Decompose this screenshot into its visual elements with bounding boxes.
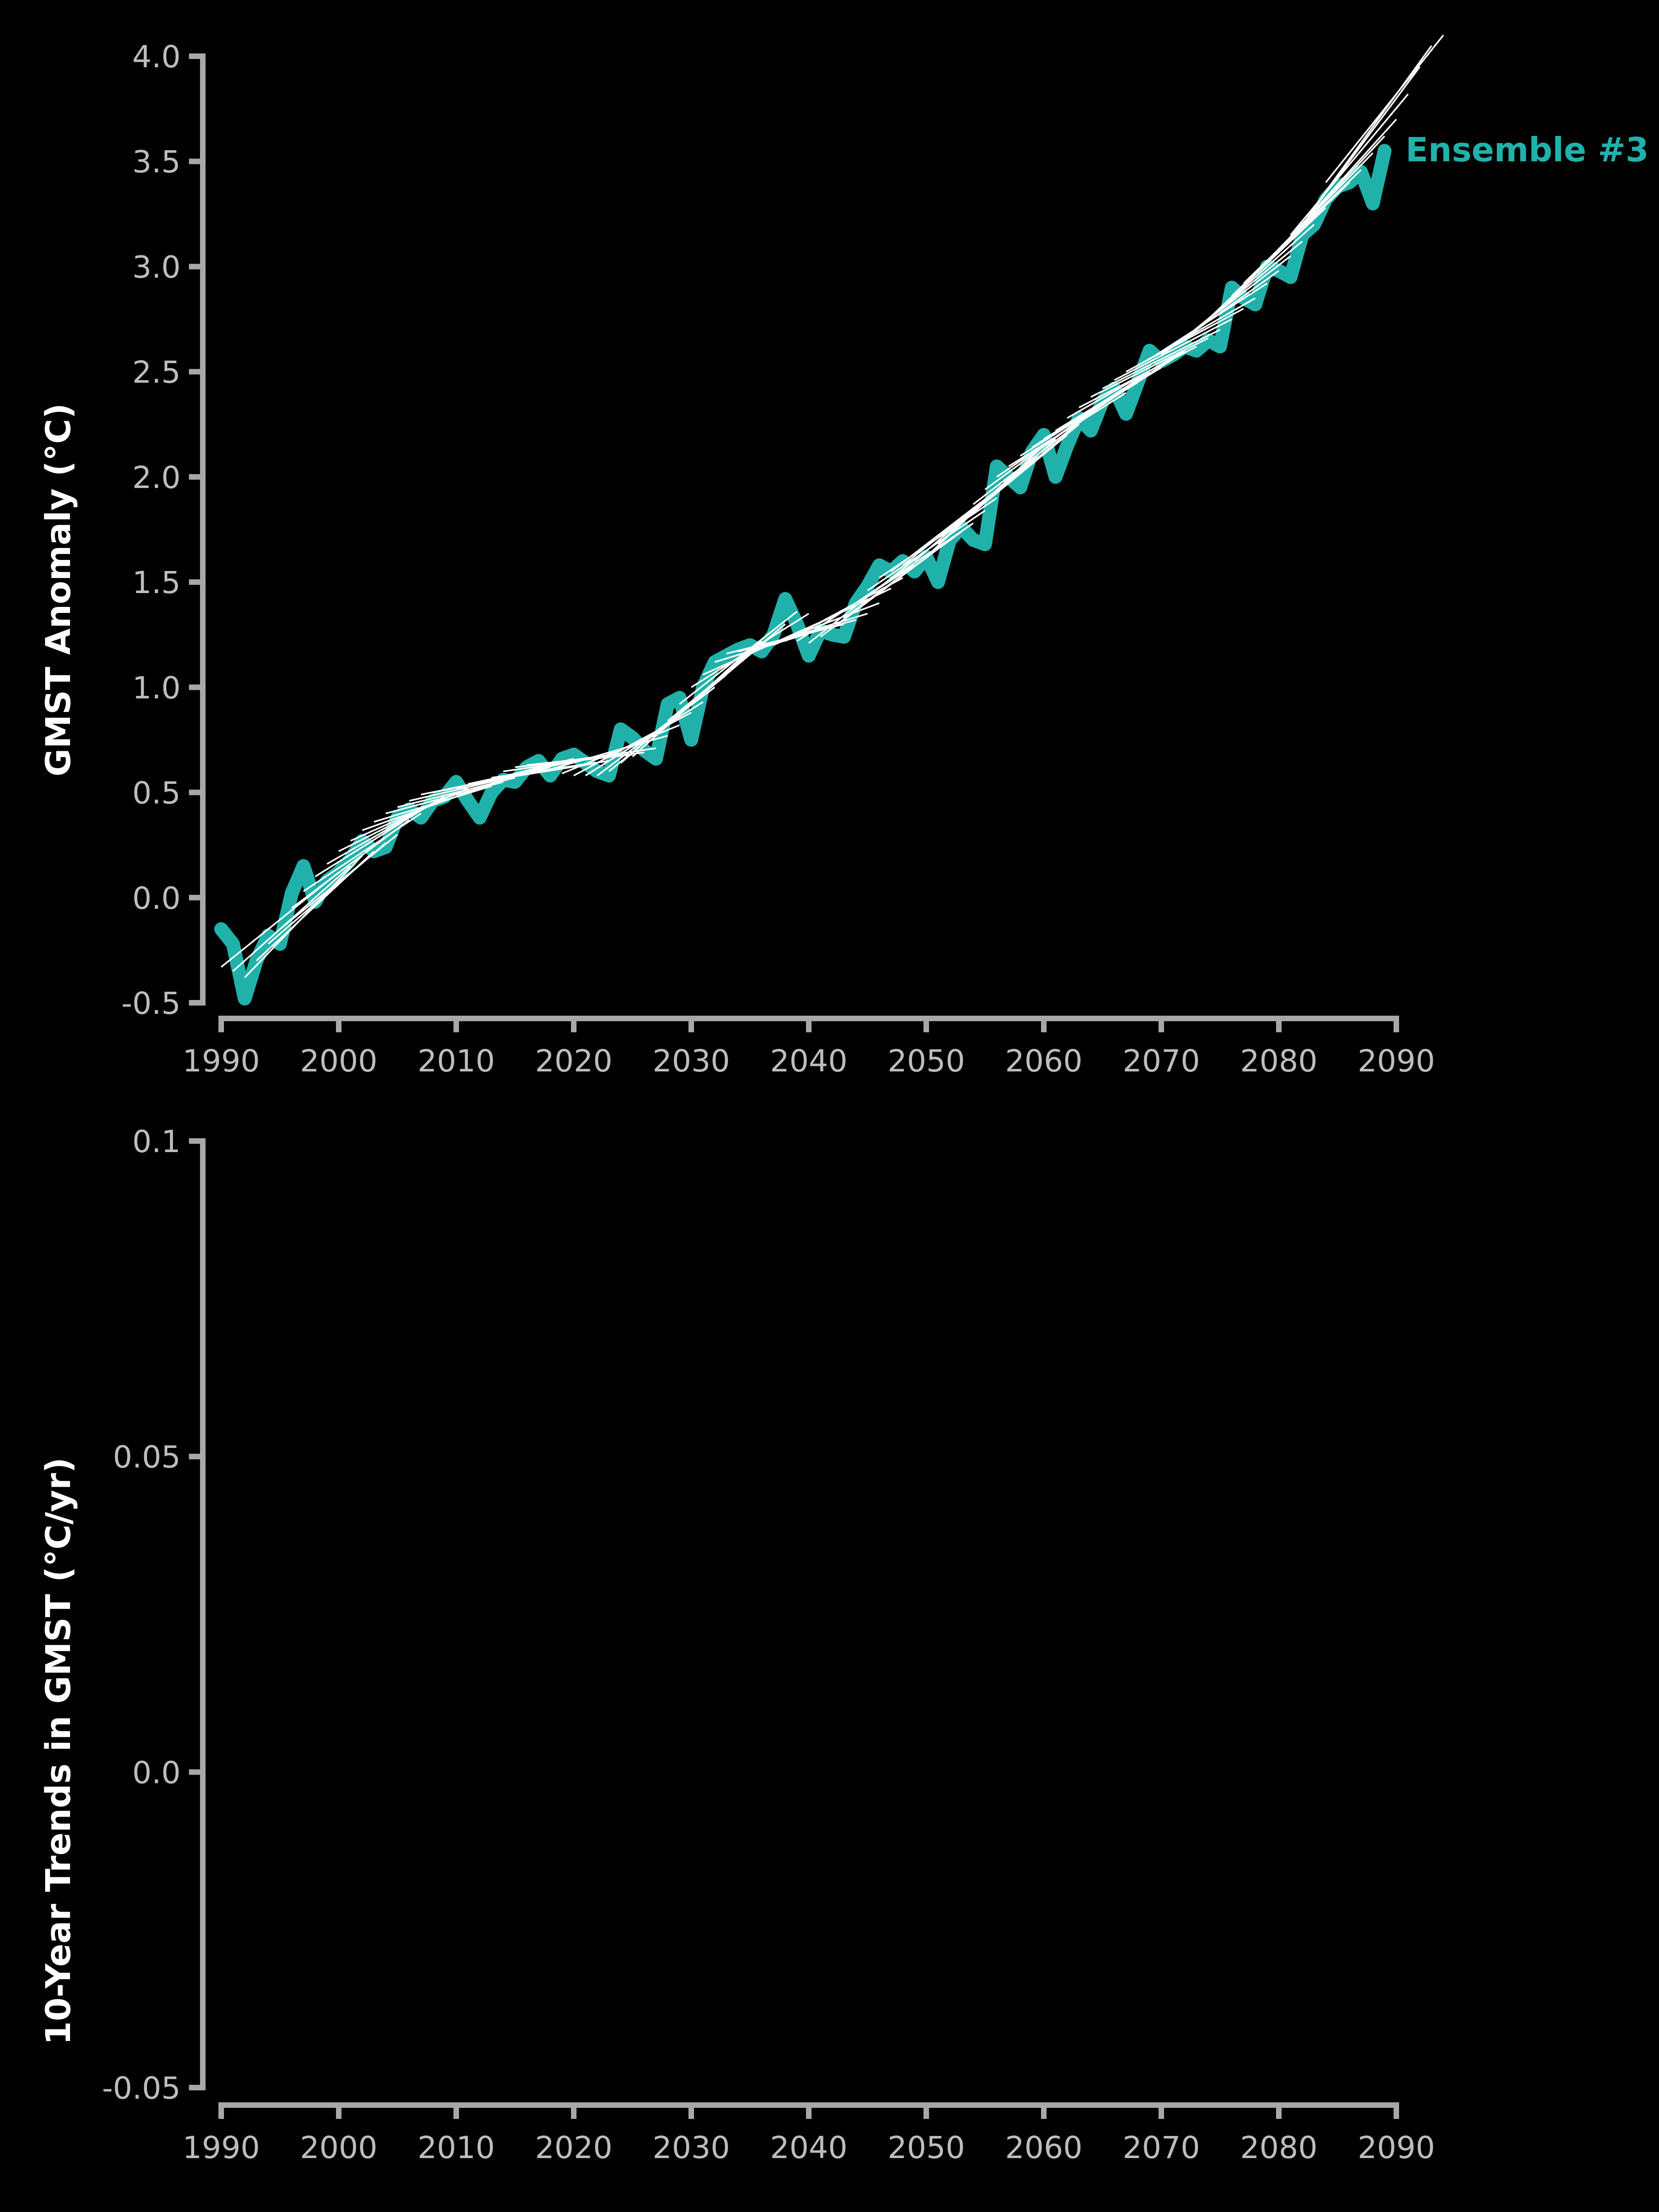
y-tick-label: 3.0	[132, 249, 181, 285]
trend-line	[1043, 367, 1162, 440]
trend-line	[1290, 94, 1409, 236]
trend-line	[1102, 329, 1221, 389]
y-tick-label: 0.0	[132, 1755, 181, 1790]
y-tick-label: -0.5	[121, 986, 181, 1021]
trend-line	[385, 781, 504, 814]
bottom-panel: -0.05 0.0 0.05 0.1 1990 2000 2010 2020 2030 2040 2…	[39, 1124, 1435, 2165]
x-tick-label: 1990	[182, 1043, 260, 1079]
x-tick-label: 2020	[535, 1043, 612, 1079]
x-tick-label: 2080	[1240, 2130, 1318, 2165]
trend-line	[1008, 392, 1127, 467]
y-tick-label: 1.5	[132, 565, 181, 600]
y-tick-label: 0.5	[132, 776, 181, 811]
x-tick-label: 2060	[1005, 2130, 1082, 2165]
trend-line	[232, 865, 351, 972]
trend-line	[1090, 337, 1209, 398]
bottom-y-axis-label: 10-Year Trends in GMST (°C/yr)	[39, 1458, 78, 2045]
x-tick-label: 2030	[653, 2130, 730, 2165]
x-tick-label: 2000	[300, 1043, 377, 1079]
top-y-axis-label: GMST Anomaly (°C)	[39, 403, 78, 777]
trend-line	[573, 712, 692, 777]
y-tick-label: 1.0	[132, 670, 181, 706]
trend-line	[972, 413, 1092, 505]
trend-line	[1114, 318, 1232, 381]
trend-line	[1231, 182, 1350, 297]
y-tick-label: 4.0	[132, 39, 181, 75]
top-tick-labels: -0.5 0.0 0.5 1.0 1.5 2.0 2.5 3.0 3.5 4.0 1990 2000 2…	[121, 39, 1435, 1079]
trend-line	[949, 434, 1068, 532]
trend-line	[550, 735, 668, 771]
x-tick-label: 2040	[770, 2130, 847, 2165]
y-tick-label: 2.0	[132, 460, 181, 495]
x-tick-label: 2040	[770, 1043, 847, 1079]
y-tick-label: 2.5	[132, 355, 181, 390]
x-tick-label: 2070	[1123, 2130, 1200, 2165]
trend-line	[1078, 346, 1197, 408]
bottom-tick-labels: -0.05 0.0 0.05 0.1 1990 2000 2010 2020 2030 2040 2…	[102, 1124, 1435, 2165]
x-tick-label: 2070	[1123, 1043, 1200, 1079]
top-trend-lines	[220, 35, 1444, 978]
x-tick-label: 2090	[1358, 2130, 1435, 2165]
x-tick-label: 2050	[888, 2130, 965, 2165]
y-tick-label: 0.05	[113, 1440, 181, 1475]
y-tick-label: -0.05	[102, 2071, 181, 2106]
y-tick-label: 0.0	[132, 881, 181, 916]
trend-line	[808, 550, 927, 644]
ensemble-series-line	[214, 144, 1392, 1006]
x-tick-label: 2080	[1240, 1043, 1318, 1079]
trend-line	[397, 777, 515, 808]
x-tick-label: 2090	[1358, 1043, 1435, 1079]
trend-line	[855, 522, 974, 604]
trend-line	[1278, 118, 1397, 251]
bottom-axes	[189, 1138, 1399, 2119]
y-tick-label: 3.5	[132, 144, 181, 180]
y-tick-label: 0.1	[132, 1124, 181, 1159]
trend-line	[515, 753, 633, 768]
x-tick-label: 2060	[1005, 1043, 1082, 1079]
trend-line	[961, 424, 1080, 520]
top-panel: -0.5 0.0 0.5 1.0 1.5 2.0 2.5 3.0 3.5 4.0 1990 2000 2…	[39, 35, 1649, 1079]
x-tick-label: 2010	[418, 2130, 495, 2165]
trend-line	[749, 612, 868, 650]
trend-line	[585, 701, 704, 777]
x-tick-label: 2030	[653, 1043, 730, 1079]
top-axes	[189, 53, 1399, 1032]
x-tick-label: 2010	[418, 1043, 495, 1079]
trend-line	[1313, 45, 1432, 208]
trend-line	[1325, 35, 1444, 183]
trend-line	[279, 834, 398, 930]
trend-line	[596, 686, 716, 777]
trend-line	[303, 812, 422, 892]
trend-line	[538, 747, 656, 766]
x-tick-label: 2020	[535, 2130, 612, 2165]
top-series-layer	[214, 144, 1392, 1006]
trend-line	[843, 531, 962, 619]
x-tick-label: 2050	[888, 1043, 965, 1079]
x-tick-label: 2000	[300, 2130, 377, 2165]
trend-line	[373, 785, 492, 823]
trend-line	[1055, 358, 1174, 431]
x-tick-label: 1990	[182, 2130, 260, 2165]
series-legend-label: Ensemble #3	[1406, 130, 1649, 169]
